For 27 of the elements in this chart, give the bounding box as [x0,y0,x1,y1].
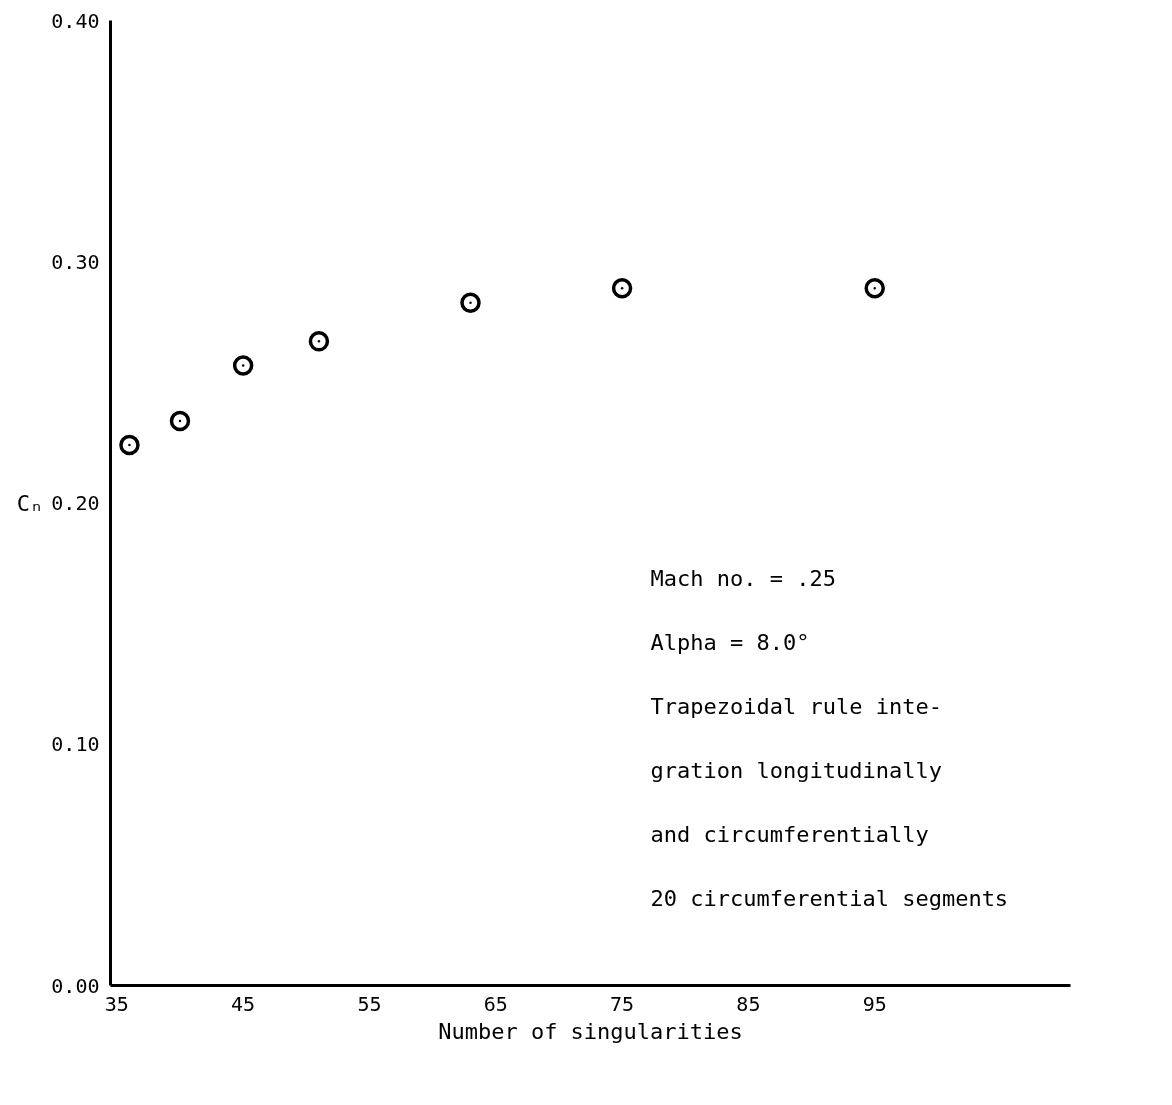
y-tick-label: 0.40 [51,8,100,33]
x-tick-label: 65 [483,991,508,1016]
annotation: 20 circumferential segments [650,885,1009,911]
y-tick-label: 0.10 [51,732,100,757]
annotation: Alpha = 8.0° [650,629,810,655]
x-tick-label: 95 [862,991,887,1016]
x-tick-label: 75 [610,991,635,1016]
point [169,410,191,432]
x-tick-label: 35 [104,991,129,1016]
y-tick-label: 0.20 [51,491,100,515]
point [308,331,330,352]
annotation: gration longitudinally [650,757,942,783]
y-axis-title: Cₙ [16,490,44,516]
point [611,278,633,299]
point [460,292,481,313]
point [119,434,140,456]
x-tick-label: 55 [357,991,382,1016]
annotation: Mach no. = .25 [650,565,836,591]
x-tick-label: 85 [736,991,761,1016]
x-tick-label: 45 [231,991,256,1016]
x-axis-title: Number of singularities [438,1018,743,1044]
point [864,278,885,299]
point [232,355,254,376]
y-tick-label: 0.30 [51,249,100,274]
annotation: and circumferentially [650,821,929,847]
annotation: Trapezoidal rule inte- [650,693,942,719]
y-tick-label: 0.00 [51,973,100,998]
